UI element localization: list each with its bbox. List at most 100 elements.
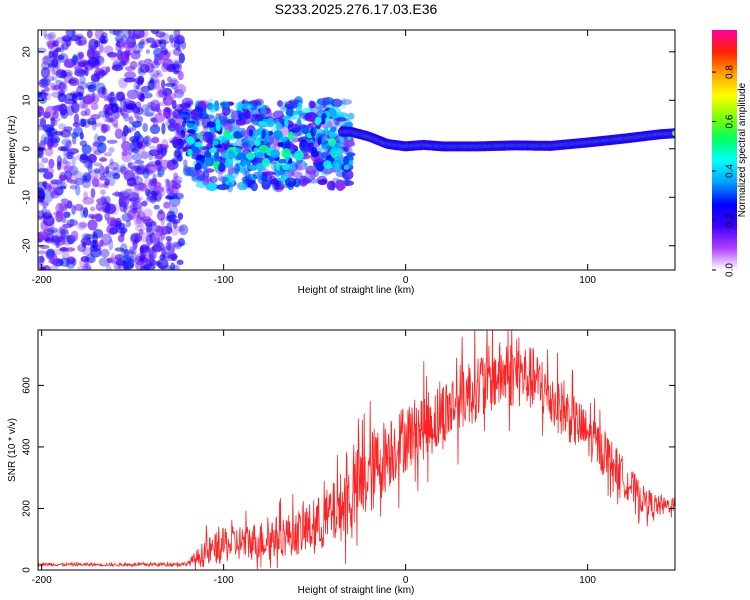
- heatmap-cell: [217, 163, 226, 173]
- heatmap-cell: [80, 255, 90, 263]
- heatmap-cell: [61, 42, 69, 51]
- heatmap-cell: [185, 166, 199, 177]
- heatmap-cell: [82, 172, 92, 183]
- heatmap-cell: [150, 30, 160, 35]
- heatmap-cell: [261, 157, 271, 168]
- heatmap-cell: [173, 88, 179, 94]
- heatmap-cell: [343, 165, 350, 170]
- heatmap-cell: [162, 87, 173, 97]
- heatmap-cell: [146, 225, 155, 237]
- heatmap-cell: [162, 58, 174, 70]
- heatmap-cell: [98, 165, 106, 177]
- heatmap-cell: [58, 157, 69, 170]
- heatmap-cell: [218, 176, 230, 183]
- heatmap-cell: [146, 101, 156, 108]
- heatmap-cell: [145, 49, 150, 54]
- heatmap-cell: [61, 216, 67, 224]
- heatmap-cell: [172, 48, 183, 56]
- heatmap-cell: [64, 93, 77, 101]
- heatmap-cell: [80, 118, 87, 127]
- heatmap-cell: [178, 224, 189, 236]
- heatmap-cell: [165, 179, 171, 191]
- heatmap-cell: [121, 150, 128, 157]
- heatmap-cell: [87, 117, 97, 125]
- heatmap-cell: [66, 200, 73, 209]
- heatmap-cell: [236, 181, 248, 191]
- heatmap-cell: [98, 242, 109, 247]
- heatmap-cell: [162, 95, 174, 106]
- heatmap-cell: [145, 234, 153, 246]
- heatmap-cell: [300, 179, 310, 185]
- snr-x-ticks: -200 -100 0 100: [32, 330, 596, 586]
- heatmap-cell: [341, 169, 354, 181]
- heatmap-cell: [273, 110, 284, 120]
- heatmap-cell: [179, 113, 189, 118]
- heatmap-cell: [139, 38, 145, 46]
- heatmap-cell: [111, 260, 116, 265]
- heatmap-cell: [61, 35, 71, 43]
- heatmap-cell: [136, 206, 144, 214]
- heatmap-cell: [162, 111, 169, 117]
- heatmap-cell: [90, 102, 99, 111]
- heatmap-cell: [212, 139, 219, 146]
- heatmap-cell: [149, 79, 159, 84]
- heatmap-cell: [172, 193, 184, 200]
- heatmap-cell: [120, 249, 132, 255]
- heatmap-cell: [112, 172, 121, 180]
- heatmap-cell: [64, 247, 76, 252]
- heatmap-cell: [119, 60, 126, 66]
- heatmap-cell: [146, 195, 158, 203]
- heatmap-cell: [134, 182, 145, 191]
- heatmap-cell: [78, 101, 87, 110]
- heatmap-cell: [271, 117, 286, 125]
- heatmap-cell: [58, 202, 68, 212]
- heatmap-cell: [69, 218, 75, 227]
- heatmap-cell: [106, 117, 115, 123]
- y-tick-label: 20: [22, 46, 33, 58]
- heatmap-cell: [157, 165, 165, 176]
- heatmap-cell: [261, 104, 270, 113]
- heatmap-cell: [63, 60, 75, 69]
- heatmap-cell: [52, 40, 59, 47]
- heatmap-cell: [134, 164, 146, 176]
- heatmap-cell: [284, 101, 298, 110]
- heatmap-cell: [170, 122, 180, 129]
- heatmap-cell: [61, 249, 70, 261]
- y-tick-label: 10: [22, 94, 33, 106]
- heatmap-cell: [322, 97, 335, 105]
- heatmap-cell: [320, 178, 328, 184]
- heatmap-cell: [121, 140, 131, 152]
- heatmap-cell: [104, 178, 110, 186]
- heatmap-cell: [273, 138, 281, 151]
- heatmap-cell: [190, 169, 205, 180]
- colorbar-tick-label: 0.4: [725, 164, 736, 178]
- heatmap-cell: [139, 64, 150, 73]
- heatmap-cell: [99, 175, 107, 181]
- heatmap-cell: [103, 95, 110, 102]
- y-tick-label: 200: [22, 500, 33, 517]
- heatmap-cell: [52, 110, 59, 119]
- heatmap-cell: [174, 84, 187, 95]
- heatmap-cell: [47, 131, 54, 143]
- heatmap-cell: [123, 124, 129, 137]
- heatmap-cell: [123, 77, 136, 83]
- heatmap-cell: [92, 122, 105, 127]
- heatmap-cell: [138, 182, 148, 192]
- heatmap-cell: [84, 93, 94, 105]
- heatmap-cell: [141, 104, 150, 113]
- heatmap-cell: [171, 99, 177, 110]
- heatmap-cell: [130, 233, 138, 245]
- heatmap-cell: [68, 77, 80, 87]
- heatmap-cell: [55, 79, 63, 86]
- heatmap-cell: [166, 92, 177, 100]
- heatmap-cell: [65, 160, 72, 166]
- heatmap-cell: [149, 194, 157, 204]
- heatmap-cell: [156, 210, 166, 221]
- heatmap-cell: [216, 125, 221, 132]
- heatmap-cell: [75, 91, 84, 101]
- heatmap-cell: [261, 129, 266, 138]
- heatmap-cell: [61, 138, 72, 146]
- figure-title: S233.2025.276.17.03.E36: [275, 1, 438, 17]
- heatmap-cell: [275, 121, 282, 131]
